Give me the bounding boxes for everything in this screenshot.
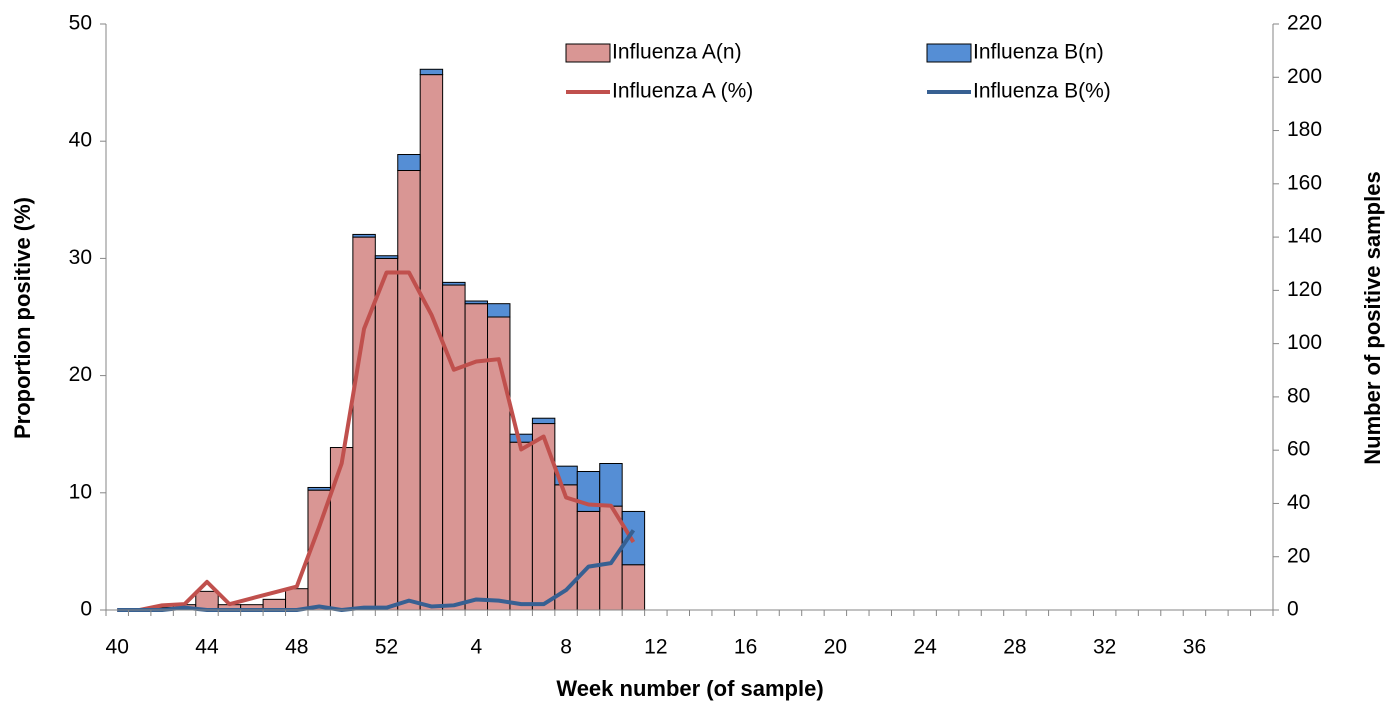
x-tick-label: 44 [195, 636, 219, 659]
bar [599, 463, 623, 507]
legend-label: Influenza B(%) [973, 80, 1111, 103]
bar [464, 303, 489, 611]
y-axis-title: Proportion positive (%) [10, 197, 35, 439]
y2-tick-label: 120 [1287, 278, 1322, 301]
y2-tick-label: 160 [1287, 171, 1322, 194]
bar [442, 284, 466, 611]
bar [442, 281, 466, 286]
bar [397, 154, 421, 172]
y-tick-label: 40 [69, 129, 92, 152]
bar [419, 74, 444, 611]
y2-tick-label: 200 [1287, 65, 1322, 88]
bar [419, 68, 444, 76]
bar [352, 233, 376, 238]
x-tick-label: 12 [644, 636, 667, 659]
bar [374, 257, 399, 611]
x-tick-label: 36 [1183, 636, 1206, 659]
y2-tick-label: 20 [1287, 544, 1310, 567]
bar [531, 417, 556, 425]
y2-tick-label: 0 [1287, 598, 1299, 621]
y-tick-label: 50 [69, 12, 92, 35]
y2-tick-label: 180 [1287, 118, 1322, 141]
bar [531, 423, 556, 611]
y2-axis-title: Number of positive samples [1360, 171, 1385, 464]
bar [487, 303, 511, 318]
bar [352, 236, 376, 611]
bar [509, 441, 533, 611]
x-tick-label: 20 [824, 636, 847, 659]
legend-swatch [926, 43, 972, 63]
y2-tick-label: 60 [1287, 438, 1310, 461]
bar [509, 433, 533, 443]
bar [621, 564, 646, 611]
x-tick-label: 28 [1003, 636, 1026, 659]
y-tick-label: 30 [69, 246, 92, 269]
bar [621, 510, 646, 566]
x-tick-label: 4 [470, 636, 482, 659]
x-tick-label: 32 [1093, 636, 1116, 659]
bar [374, 255, 399, 259]
x-tick-label: 24 [913, 636, 937, 659]
y-tick-label: 20 [69, 363, 92, 386]
legend-swatch [565, 43, 611, 63]
legend-label: Influenza A (%) [612, 80, 753, 103]
x-axis-title: Week number (of sample) [556, 676, 823, 701]
line-series [117, 270, 636, 612]
y-tick-label: 0 [80, 598, 92, 621]
legend-label: Influenza A(n) [612, 41, 742, 64]
y2-tick-label: 100 [1287, 331, 1322, 354]
y2-tick-label: 220 [1287, 12, 1322, 35]
legend-label: Influenza B(n) [973, 41, 1104, 64]
x-tick-label: 16 [734, 636, 757, 659]
x-tick-label: 52 [375, 636, 398, 659]
bar [464, 300, 489, 305]
y2-tick-label: 40 [1287, 491, 1310, 514]
y2-tick-label: 140 [1287, 225, 1322, 248]
x-tick-label: 48 [285, 636, 308, 659]
bar [329, 447, 354, 611]
bar [397, 170, 421, 611]
x-tick-label: 40 [106, 636, 129, 659]
y2-tick-label: 80 [1287, 384, 1310, 407]
y-tick-label: 10 [69, 480, 92, 503]
x-tick-label: 8 [560, 636, 572, 659]
bar [307, 486, 331, 491]
bar [576, 510, 601, 611]
